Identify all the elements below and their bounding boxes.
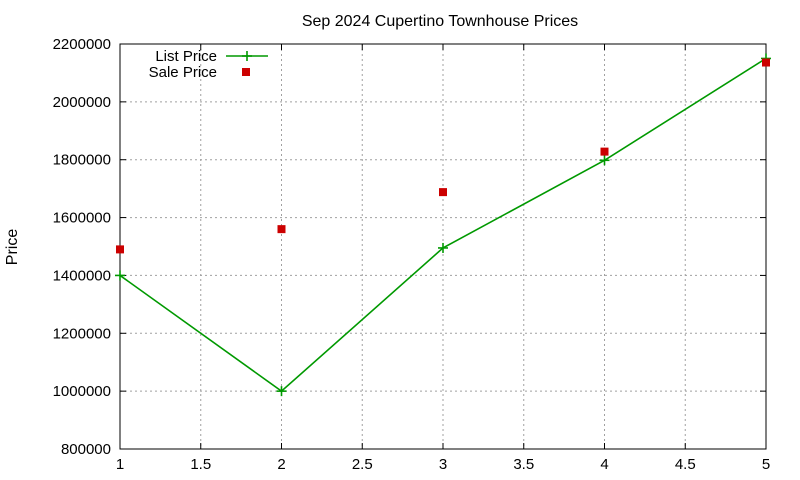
x-tick-label: 4.5 [675, 456, 696, 473]
x-tick-label: 4 [600, 456, 608, 473]
data-point-square [277, 225, 286, 234]
y-tick-label: 800000 [61, 441, 111, 458]
y-tick-label: 1000000 [53, 383, 111, 400]
data-point-plus [115, 270, 125, 281]
x-tick-label: 2 [277, 456, 285, 473]
y-axis-ticks: 800000 1000000 1200000 1400000 1600000 180000… [53, 36, 766, 458]
x-axis-ticks: 1 1.5 2 2.5 3 3.5 4 4.5 5 [116, 44, 770, 473]
x-tick-label: 2.5 [352, 456, 373, 473]
y-axis-label: Price [4, 229, 21, 266]
data-point-plus [276, 386, 287, 397]
data-point-square [600, 147, 609, 156]
y-tick-label: 1400000 [53, 267, 111, 284]
data-point-square [116, 245, 124, 254]
y-tick-label: 1600000 [53, 210, 111, 227]
x-tick-label: 1.5 [190, 456, 211, 473]
data-point-square [439, 188, 447, 197]
x-tick-label: 5 [762, 456, 770, 473]
legend-label: List Price [155, 48, 217, 65]
data-point-square [762, 58, 770, 67]
legend-marker-square [242, 68, 250, 76]
chart-title: Sep 2024 Cupertino Townhouse Prices [302, 13, 578, 30]
series-layer [115, 53, 771, 397]
y-tick-label: 1800000 [53, 152, 111, 169]
legend-marker-plus [242, 51, 252, 61]
legend-label: Sale Price [149, 64, 217, 81]
x-tick-label: 3 [439, 456, 447, 473]
y-tick-label: 2200000 [53, 36, 111, 53]
x-tick-label: 3.5 [513, 456, 534, 473]
data-point-plus [599, 155, 610, 166]
y-tick-label: 2000000 [53, 94, 111, 111]
y-tick-label: 1200000 [53, 325, 111, 342]
data-point-plus [438, 242, 448, 253]
x-tick-label: 1 [116, 456, 124, 473]
